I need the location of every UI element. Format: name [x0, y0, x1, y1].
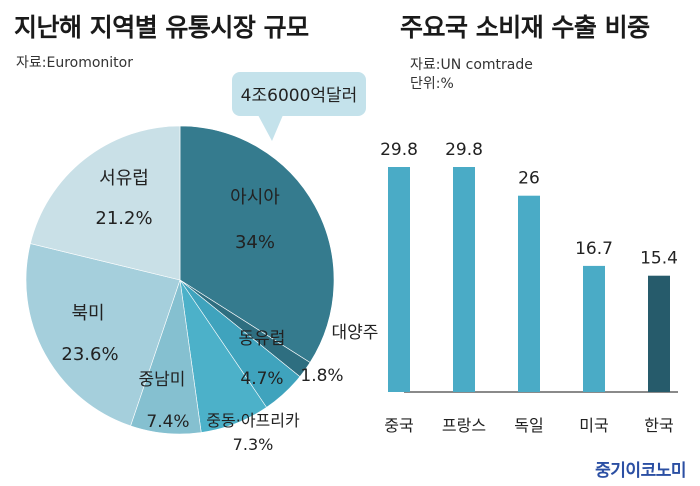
pie-slice-name-5: 북미: [71, 303, 104, 324]
bar-value-label-2: 26: [518, 169, 540, 189]
pie-slice-0: [179, 125, 335, 363]
bar-2: [518, 195, 540, 392]
pie-chart-title: 지난해 지역별 유통시장 규모: [14, 13, 309, 42]
bar-category-label-1: 프랑스: [442, 416, 486, 435]
brand-logo: 중기이코노미: [595, 461, 686, 481]
pie-slice-value-5: 23.6%: [61, 344, 118, 365]
pie-chart-source: 자료:Euromonitor: [16, 55, 133, 71]
pie-slice-value-3: 7.3%: [233, 435, 274, 454]
bar-3: [583, 265, 605, 392]
pie-slice-name-0: 아시아: [230, 187, 280, 208]
pie-slice-value-0: 34%: [235, 232, 275, 253]
pie-slice-value-6: 21.2%: [95, 208, 152, 229]
bar-chart: 29.8 중국 29.8 프랑스 26 독일 16.7 미국 15.4 한국: [380, 140, 678, 435]
bar-value-label-1: 29.8: [445, 140, 483, 160]
pie-slice-value-4: 7.4%: [146, 412, 189, 432]
bar-category-label-3: 미국: [579, 416, 608, 435]
bar-value-label-0: 29.8: [380, 140, 418, 160]
bar-value-label-3: 16.7: [575, 239, 613, 259]
pie-slice-name-4: 중남미: [139, 370, 186, 390]
pie-chart: 4조6000억달러: [232, 72, 366, 141]
pie-slice-name-3: 중동·아프리카: [206, 411, 300, 430]
bar-4: [648, 275, 670, 392]
bar-category-label-2: 독일: [514, 416, 543, 435]
bar-chart-title: 주요국 소비재 수출 비중: [400, 13, 650, 42]
pie-slice-value-2: 4.7%: [240, 369, 283, 389]
bar-1: [453, 167, 475, 392]
pie-slice-value-1: 1.8%: [300, 366, 343, 386]
pie-labels: 아시아 34% 대양주 1.8% 동유럽 4.7% 중동·아프리카 7.3% 중남미 7.4% 북미…: [61, 168, 378, 454]
bar-chart-source: 자료:UN comtrade: [410, 57, 533, 73]
pie-slice-name-2: 동유럽: [239, 329, 286, 349]
bar-0: [388, 167, 410, 392]
callout-label: 4조6000억달러: [241, 86, 358, 106]
pie-slice-5: [25, 243, 181, 427]
pie-slice-name-1: 대양주: [332, 323, 379, 343]
bar-category-label-0: 중국: [384, 416, 413, 435]
callout-pointer: [258, 115, 283, 141]
callout-box: [232, 72, 366, 116]
bar-value-label-4: 15.4: [640, 249, 678, 269]
pie-slice-name-6: 서유럽: [99, 168, 149, 189]
bar-category-label-4: 한국: [644, 416, 673, 435]
pie-slice-6: [30, 125, 181, 281]
pie-slices: [25, 125, 335, 435]
bar-chart-unit: 단위:%: [410, 76, 454, 92]
